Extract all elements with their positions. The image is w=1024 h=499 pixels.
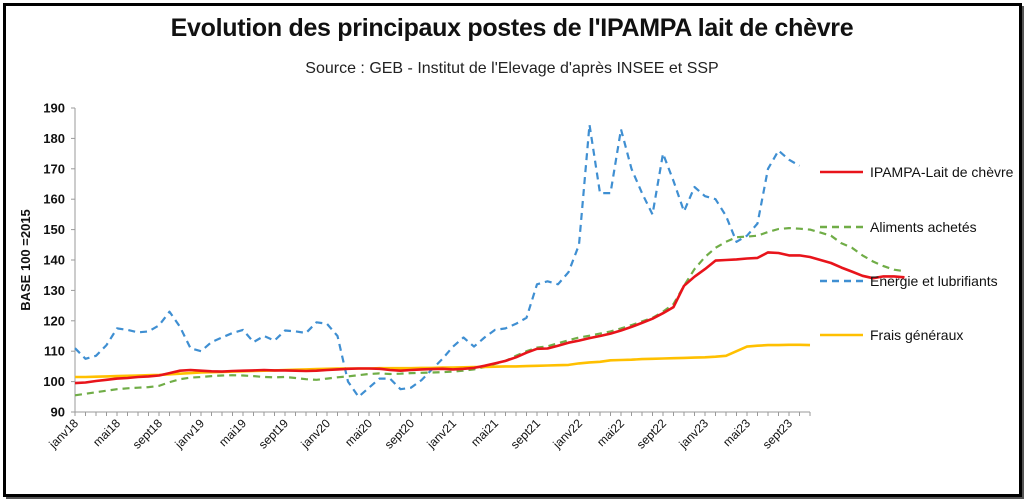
y-tick-label: 180 bbox=[43, 131, 65, 146]
x-tick-label: mai21 bbox=[468, 416, 501, 449]
legend-label: Energie et lubrifiants bbox=[870, 273, 998, 289]
y-tick-label: 190 bbox=[43, 101, 65, 116]
x-tick-label: sept20 bbox=[382, 416, 418, 452]
x-tick-label: janv22 bbox=[550, 416, 586, 452]
x-tick-label: janv18 bbox=[46, 416, 82, 452]
y-tick-label: 130 bbox=[43, 283, 65, 298]
chart-title: Evolution des principaux postes de l'IPA… bbox=[170, 14, 854, 42]
y-tick-label: 170 bbox=[43, 161, 65, 176]
series-line bbox=[75, 343, 811, 379]
x-tick-label: mai18 bbox=[90, 416, 123, 449]
series-line bbox=[74, 227, 905, 397]
x-tick-label: sept18 bbox=[130, 416, 166, 452]
y-tick-label: 140 bbox=[43, 253, 65, 268]
series-line bbox=[74, 123, 801, 398]
x-tick-label: mai22 bbox=[594, 416, 627, 449]
y-tick-label: 120 bbox=[43, 313, 65, 328]
y-tick-label: 150 bbox=[43, 222, 65, 237]
y-tick-label: 100 bbox=[43, 374, 65, 389]
series-lines bbox=[74, 123, 905, 398]
x-tick-label: sept21 bbox=[508, 416, 544, 452]
series-line bbox=[74, 251, 905, 385]
x-tick-label: sept23 bbox=[760, 416, 796, 452]
x-tick-label: janv20 bbox=[298, 416, 334, 452]
x-tick-label: sept19 bbox=[256, 416, 292, 452]
chart-frame bbox=[3, 3, 1022, 497]
x-tick-label: janv23 bbox=[676, 416, 712, 452]
x-tick-label: mai20 bbox=[342, 416, 375, 449]
x-tick-label: mai19 bbox=[216, 416, 249, 449]
legend: IPAMPA-Lait de chèvre Aliments achetés Ene… bbox=[820, 164, 1014, 343]
y-axis-label: BASE 100 =2015 bbox=[18, 209, 33, 311]
legend-label: Aliments achetés bbox=[870, 219, 977, 235]
legend-label: IPAMPA-Lait de chèvre bbox=[870, 164, 1014, 180]
y-tick-label: 110 bbox=[44, 344, 65, 359]
y-tick-label: 160 bbox=[43, 192, 65, 207]
legend-label: Frais généraux bbox=[870, 327, 963, 343]
x-tick-label: mai23 bbox=[720, 416, 753, 449]
y-tick-label: 90 bbox=[51, 405, 65, 420]
x-tick-label: janv19 bbox=[172, 416, 208, 452]
x-tick-label: sept22 bbox=[634, 416, 670, 452]
x-tick-label: janv21 bbox=[424, 416, 460, 452]
chart-subtitle: Source : GEB - Institut de l'Elevage d'a… bbox=[305, 60, 719, 77]
